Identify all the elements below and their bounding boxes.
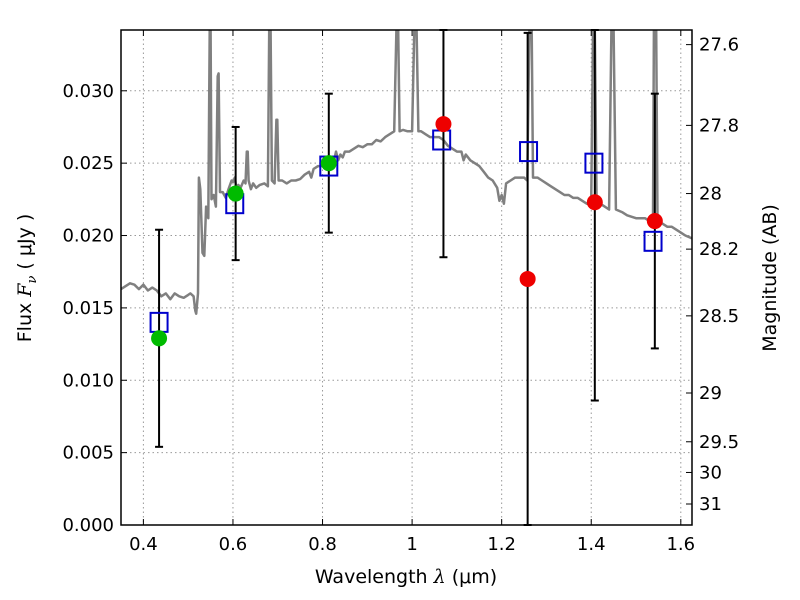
right-axis-label: Magnitude (AB) — [759, 204, 781, 352]
right-tick-label: 27.8 — [699, 115, 739, 136]
axis-ticks: 0.4 0.6 0.8 1 1.2 1.4 1.6 0.000 0.005 0.010 0.015 0… — [62, 30, 739, 555]
x-tick-label: 0.4 — [129, 534, 158, 555]
observed-point — [646, 213, 663, 230]
x-tick-label: 1 — [406, 534, 417, 555]
y-tick-label: 0.030 — [62, 81, 114, 102]
observed-point — [227, 185, 244, 202]
model-point — [643, 230, 663, 252]
errorbar-layer — [155, 29, 659, 526]
model-point — [584, 152, 604, 174]
right-tick-label: 31 — [699, 494, 722, 515]
right-tick-label: 28 — [699, 184, 722, 205]
model-points-layer — [149, 129, 663, 333]
x-tick-label: 1.4 — [577, 534, 606, 555]
grid-lines — [121, 30, 692, 526]
right-tick-label: 30 — [699, 462, 722, 483]
x-tick-label: 1.6 — [666, 534, 695, 555]
right-tick-label: 27.6 — [699, 35, 739, 56]
y-axis-label: Flux Fν ( μJy ) — [14, 214, 40, 343]
observed-point — [519, 270, 536, 287]
observed-point — [320, 155, 337, 172]
x-tick-label: 0.6 — [219, 534, 248, 555]
right-tick-label: 29.5 — [699, 432, 739, 453]
right-tick-label: 29 — [699, 383, 722, 404]
y-tick-label: 0.025 — [62, 153, 114, 174]
observed-point — [586, 194, 603, 211]
spectrum-line — [121, 30, 692, 315]
spectrum-layer — [121, 30, 692, 315]
x-tick-label: 0.8 — [308, 534, 337, 555]
right-tick-label: 28.2 — [699, 239, 739, 260]
observed-points-layer — [151, 116, 663, 347]
y-tick-label: 0.015 — [62, 298, 114, 319]
y-tick-label: 0.000 — [62, 515, 114, 536]
y-tick-label: 0.010 — [62, 370, 114, 391]
observed-point — [151, 330, 168, 347]
model-point — [519, 141, 539, 163]
x-axis-label: Wavelength λ (μm) — [315, 566, 497, 588]
x-tick-label: 1.2 — [487, 534, 516, 555]
right-tick-label: 28.5 — [699, 306, 739, 327]
observed-point — [435, 116, 452, 133]
plot-frame — [120, 29, 693, 526]
y-tick-label: 0.005 — [62, 443, 114, 464]
y-tick-label: 0.020 — [62, 226, 114, 247]
